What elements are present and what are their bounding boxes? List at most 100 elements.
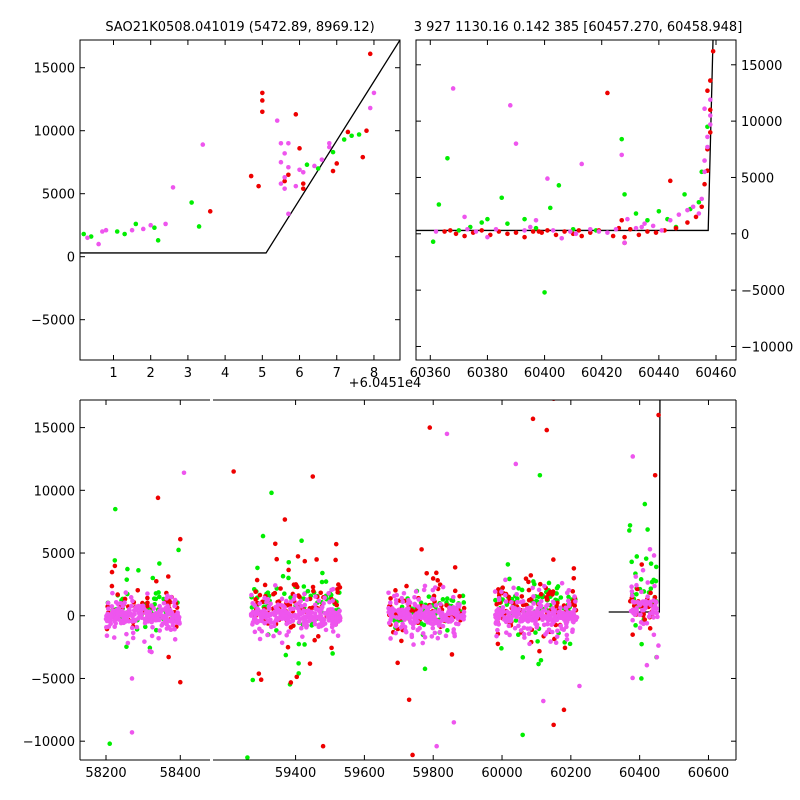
- data-point-magenta: [108, 617, 113, 623]
- data-point-magenta: [335, 633, 341, 639]
- data-point-magenta: [506, 612, 512, 617]
- x-tick-label: 60400: [619, 766, 660, 781]
- data-point-magenta: [496, 606, 501, 612]
- data-point-magenta: [648, 602, 653, 608]
- data-point-green: [315, 166, 321, 171]
- data-point-magenta: [629, 593, 635, 598]
- data-point-magenta: [438, 601, 443, 607]
- data-point-magenta: [522, 228, 527, 233]
- data-point-magenta: [507, 103, 513, 108]
- x-tick-label: 58200: [85, 766, 126, 781]
- data-point-magenta: [637, 612, 642, 618]
- data-point-red: [647, 626, 653, 631]
- data-point-magenta: [522, 635, 527, 640]
- data-point-green: [535, 639, 540, 644]
- data-point-green: [531, 579, 536, 584]
- data-point-red: [562, 645, 568, 651]
- data-point-red: [505, 231, 510, 237]
- data-point-magenta: [393, 597, 399, 603]
- data-point-red: [537, 648, 542, 654]
- data-point-magenta: [176, 614, 182, 620]
- data-point-magenta: [570, 615, 575, 621]
- x-tick-label: 60360: [410, 366, 451, 381]
- data-point-red: [122, 596, 128, 602]
- data-point-magenta: [164, 596, 169, 601]
- data-point-magenta: [130, 635, 136, 641]
- data-point-red: [272, 590, 278, 596]
- data-point-magenta: [613, 226, 619, 232]
- data-point-magenta: [392, 608, 397, 613]
- data-point-magenta: [685, 207, 690, 213]
- y-tick-label: 10000: [34, 484, 75, 499]
- data-point-green: [189, 200, 194, 205]
- data-point-magenta: [451, 627, 457, 632]
- data-point-red: [254, 577, 260, 583]
- data-point-magenta: [134, 624, 140, 630]
- data-point-magenta: [416, 597, 422, 602]
- data-point-magenta: [129, 730, 135, 735]
- data-point-red: [404, 583, 409, 589]
- data-point-green: [638, 577, 644, 582]
- data-point-magenta: [124, 631, 129, 637]
- data-point-magenta: [507, 632, 512, 638]
- data-point-red: [427, 425, 433, 430]
- data-point-magenta: [147, 614, 153, 619]
- y-tick-label: 15000: [34, 422, 75, 437]
- data-point-magenta: [105, 606, 111, 612]
- data-point-green: [633, 211, 639, 216]
- data-point-magenta: [286, 164, 291, 170]
- data-point-magenta: [564, 590, 570, 596]
- data-point-magenta: [407, 619, 413, 624]
- data-point-magenta: [105, 611, 110, 617]
- data-point-red: [278, 586, 283, 591]
- data-point-magenta: [622, 240, 627, 246]
- data-point-magenta: [386, 605, 391, 611]
- data-point-green: [81, 231, 87, 237]
- data-point-magenta: [629, 589, 635, 594]
- x-tick-label: 60420: [581, 366, 622, 381]
- data-point-magenta: [431, 612, 436, 618]
- data-point-magenta: [420, 640, 426, 646]
- data-point-magenta: [676, 212, 682, 217]
- data-point-green: [645, 217, 650, 223]
- data-point-magenta: [388, 617, 393, 623]
- data-point-green: [124, 644, 129, 650]
- data-point-magenta: [493, 619, 499, 625]
- data-point-magenta: [509, 599, 514, 605]
- data-point-red: [335, 590, 340, 595]
- data-point-magenta: [127, 608, 132, 614]
- data-point-magenta: [444, 431, 450, 437]
- data-point-magenta: [534, 625, 540, 630]
- data-point-magenta: [521, 625, 527, 631]
- data-point-magenta: [465, 226, 470, 232]
- data-point-magenta: [276, 615, 282, 621]
- data-point-magenta: [280, 611, 286, 617]
- data-point-red: [282, 178, 287, 184]
- data-point-magenta: [452, 631, 457, 637]
- data-point-red: [461, 605, 467, 611]
- data-point-red: [262, 582, 268, 588]
- data-point-magenta: [254, 618, 260, 624]
- y-tick-label: 5000: [42, 547, 75, 562]
- data-point-magenta: [284, 632, 290, 638]
- data-point-green: [112, 558, 118, 563]
- data-point-red: [314, 557, 319, 562]
- data-point-green: [515, 632, 521, 638]
- data-point-magenta: [435, 635, 441, 641]
- data-point-green: [440, 597, 446, 602]
- data-point-magenta: [157, 628, 163, 633]
- data-point-magenta: [514, 591, 519, 597]
- data-point-green: [622, 192, 627, 197]
- data-point-magenta: [261, 608, 267, 613]
- data-point-magenta: [286, 211, 291, 217]
- data-point-magenta: [437, 622, 442, 628]
- y-tick-label: −5000: [31, 672, 75, 687]
- data-point-magenta: [502, 592, 508, 598]
- data-point-magenta: [405, 610, 410, 615]
- data-point-magenta: [644, 662, 650, 668]
- data-point-magenta: [299, 625, 304, 631]
- data-point-magenta: [309, 610, 314, 615]
- data-point-magenta: [140, 226, 146, 232]
- data-point-green: [627, 528, 632, 533]
- data-point-magenta: [286, 141, 291, 146]
